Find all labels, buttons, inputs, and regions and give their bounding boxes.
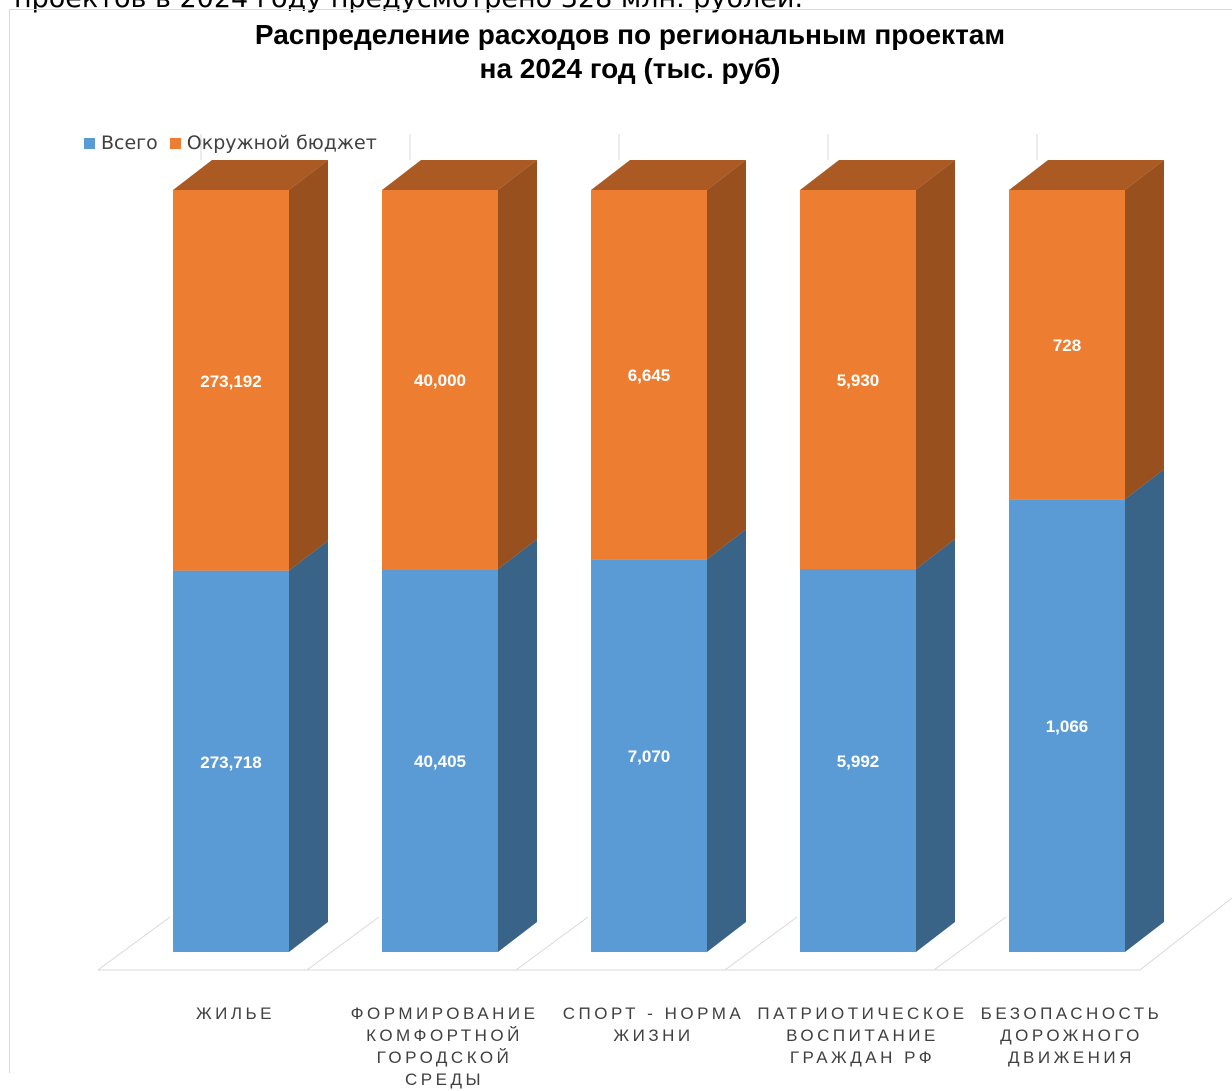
legend-item-total: Всего xyxy=(84,132,158,154)
chart-frame xyxy=(9,9,1232,1073)
x-tick-label-2-line-0: СПОРТ - НОРМА xyxy=(562,1004,745,1023)
chart-title: Распределение расходов по региональным п… xyxy=(130,18,1130,86)
bar-front-0-0 xyxy=(173,570,289,952)
data-label-0-4: 1,066 xyxy=(1046,717,1089,736)
floor-divider-1 xyxy=(306,916,380,971)
data-label-0-3: 5,992 xyxy=(837,752,880,771)
x-tick-label-4-line-1: ДОРОЖНОГО xyxy=(1000,1026,1143,1045)
x-tick-label-1-line-2: ГОРОДСКОЙ СРЕДЫ xyxy=(376,1048,513,1089)
x-tick-label-3-line-2: ГРАЖДАН РФ xyxy=(789,1048,936,1067)
data-label-0-0: 273,718 xyxy=(200,753,261,772)
bar-top-1 xyxy=(382,160,537,190)
bar-side-1-1 xyxy=(498,160,537,570)
bar-side-0-2 xyxy=(707,529,746,952)
data-label-1-3: 5,930 xyxy=(837,371,880,390)
bar-front-0-3 xyxy=(800,569,916,952)
bar-side-0-3 xyxy=(916,539,955,952)
bar-top-3 xyxy=(800,160,955,190)
x-tick-label-4-line-2: ДВИЖЕНИЯ xyxy=(1008,1048,1135,1067)
bar-front-1-1 xyxy=(382,190,498,570)
bar-top-2 xyxy=(591,160,746,190)
bar-side-0-1 xyxy=(498,539,537,952)
bar-side-1-2 xyxy=(707,160,746,560)
floor-divider-4 xyxy=(933,916,1007,971)
x-tick-label-3: ПАТРИОТИЧЕСКОЕ ВОСПИТАНИЕ ГРАЖДАН РФ xyxy=(755,1003,970,1069)
x-tick-label-1-line-0: ФОРМИРОВАНИЕ xyxy=(350,1004,539,1023)
x-tick-label-1: ФОРМИРОВАНИЕ КОМФОРТНОЙ ГОРОДСКОЙ СРЕДЫ xyxy=(337,1003,552,1091)
floor-divider-2 xyxy=(515,916,589,971)
bar-top-0 xyxy=(173,160,328,190)
data-label-1-1: 40,000 xyxy=(414,371,466,390)
x-tick-label-3-line-1: ВОСПИТАНИЕ xyxy=(786,1026,939,1045)
x-tick-label-3-line-0: ПАТРИОТИЧЕСКОЕ xyxy=(757,1004,968,1023)
chart-legend: Всего Окружной бюджет xyxy=(84,132,389,154)
bar-front-0-4 xyxy=(1009,499,1125,952)
x-tick-label-4-line-0: БЕЗОПАСНОСТЬ xyxy=(980,1004,1163,1023)
bar-side-1-3 xyxy=(916,160,955,570)
legend-swatch-total xyxy=(84,137,95,149)
bar-side-1-0 xyxy=(289,160,328,571)
bar-front-1-0 xyxy=(173,190,289,571)
floor-front-edge xyxy=(98,897,1232,971)
bar-front-1-2 xyxy=(591,190,707,560)
x-tick-label-0-line-0: ЖИЛЬЕ xyxy=(195,1004,276,1023)
legend-label-total: Всего xyxy=(101,132,158,154)
bar-front-1-4 xyxy=(1009,190,1125,500)
data-label-1-2: 6,645 xyxy=(628,366,671,385)
x-tick-label-2: СПОРТ - НОРМА ЖИЗНИ xyxy=(546,1003,761,1047)
legend-item-district-budget: Окружной бюджет xyxy=(169,132,377,154)
page-top-text: проектов в 2024 году предусмотрено 328 м… xyxy=(14,0,803,14)
chart-title-line-2: на 2024 год (тыс. руб) xyxy=(479,53,781,84)
bar-front-1-3 xyxy=(800,190,916,570)
data-label-0-2: 7,070 xyxy=(628,747,671,766)
data-label-0-1: 40,405 xyxy=(414,752,466,771)
legend-swatch-district-budget xyxy=(169,137,181,149)
bar-front-0-1 xyxy=(382,569,498,952)
bar-side-1-4 xyxy=(1125,160,1164,500)
x-tick-label-2-line-1: ЖИЗНИ xyxy=(613,1026,694,1045)
data-label-1-4: 728 xyxy=(1053,336,1081,355)
data-label-1-0: 273,192 xyxy=(200,372,261,391)
x-tick-label-1-line-1: КОМФОРТНОЙ xyxy=(366,1026,523,1045)
floor-left-edge xyxy=(97,916,171,971)
bar-side-0-4 xyxy=(1125,469,1164,952)
bar-side-0-0 xyxy=(289,540,328,952)
bar-front-0-2 xyxy=(591,559,707,952)
x-tick-label-4: БЕЗОПАСНОСТЬ ДОРОЖНОГО ДВИЖЕНИЯ xyxy=(964,1003,1179,1069)
legend-label-district-budget: Окружной бюджет xyxy=(186,132,377,154)
floor-divider-3 xyxy=(724,916,798,971)
bar-top-4 xyxy=(1009,160,1164,190)
chart-title-line-1: Распределение расходов по региональным п… xyxy=(254,19,1006,50)
x-tick-label-0: ЖИЛЬЕ xyxy=(128,1003,343,1025)
